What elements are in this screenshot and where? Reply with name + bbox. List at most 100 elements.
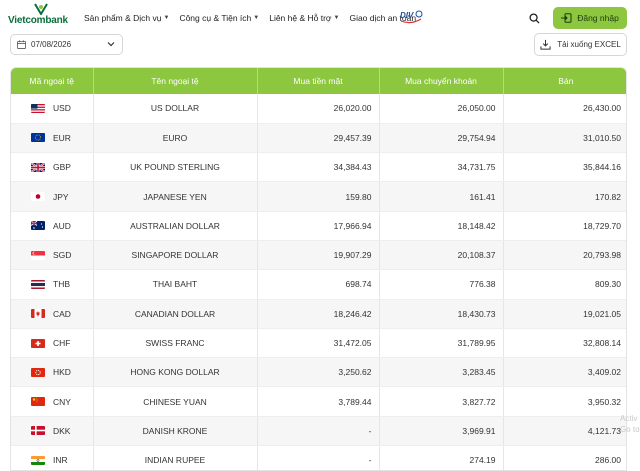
- cash-buy-cell: -: [257, 416, 380, 447]
- transfer-buy-cell: 29,754.94: [379, 123, 504, 154]
- sell-cell: 4,121.73: [503, 416, 626, 447]
- sell-cell: 286.00: [503, 445, 626, 470]
- currency-code-cell: THB: [11, 269, 94, 300]
- cash-buy-cell: 26,020.00: [257, 94, 380, 124]
- currency-name-cell: EURO: [93, 123, 258, 154]
- currency-name-cell: JAPANESE YEN: [93, 181, 258, 212]
- currency-code-cell: GBP: [11, 152, 94, 183]
- currency-name-cell: CHINESE YUAN: [93, 386, 258, 417]
- currency-code-wrapper: INR: [31, 455, 93, 465]
- currency-name-cell: CANADIAN DOLLAR: [93, 299, 258, 329]
- currency-name-cell: DANISH KRONE: [93, 416, 258, 447]
- main-nav: Sản phẩm & Dịch vụ ▼ Công cụ & Tiện ích …: [84, 13, 426, 23]
- currency-code: CHF: [53, 338, 71, 349]
- cash-buy-cell: -: [257, 445, 380, 470]
- transfer-buy-cell: 34,731.75: [379, 152, 504, 183]
- search-button[interactable]: [522, 7, 546, 29]
- sell-cell: 3,409.02: [503, 357, 626, 388]
- download-icon: [540, 39, 551, 50]
- transfer-buy-cell: 274.19: [379, 445, 504, 470]
- nav-item-safe-transaction[interactable]: Giao dịch an toàn: [349, 13, 416, 23]
- currency-code-cell: AUD: [11, 211, 94, 241]
- flag-sg-icon: [31, 250, 45, 260]
- nav-label: Công cụ & Tiện ích: [179, 13, 252, 23]
- sell-cell: 20,793.98: [503, 240, 626, 271]
- currency-name-cell: SINGAPORE DOLLAR: [93, 240, 258, 271]
- div-badge-icon[interactable]: DIV: [399, 9, 423, 25]
- flag-eu-icon: [31, 133, 45, 143]
- table-row: JPY JAPANESE YEN 159.80 161.41 170.82: [11, 181, 626, 212]
- currency-code-wrapper: AUD: [31, 221, 93, 231]
- sell-cell: 31,010.50: [503, 123, 626, 154]
- table-row: SGD SINGAPORE DOLLAR 19,907.29 20,108.37 20,…: [11, 240, 626, 271]
- currency-name-cell: US DOLLAR: [93, 94, 258, 124]
- chevron-down-icon: ▼: [253, 15, 260, 21]
- table-row: USD US DOLLAR 26,020.00 26,050.00 26,430.00: [11, 94, 626, 124]
- nav-item-contact[interactable]: Liên hệ & Hỗ trợ ▼: [269, 13, 339, 23]
- cash-buy-cell: 31,472.05: [257, 328, 380, 359]
- transfer-buy-cell: 3,827.72: [379, 386, 504, 417]
- currency-code-wrapper: THB: [31, 279, 93, 289]
- flag-cn-icon: [31, 397, 45, 407]
- transfer-buy-cell: 20,108.37: [379, 240, 504, 271]
- sell-cell: 3,950.32: [503, 386, 626, 417]
- column-header-code: Mã ngoại tệ: [11, 68, 94, 94]
- login-button[interactable]: Đăng nhập: [553, 7, 627, 29]
- currency-code-cell: HKD: [11, 357, 94, 388]
- table-row: EUR EURO 29,457.39 29,754.94 31,010.50: [11, 123, 626, 154]
- transfer-buy-cell: 31,789.95: [379, 328, 504, 359]
- currency-code-cell: JPY: [11, 181, 94, 212]
- currency-code-cell: EUR: [11, 123, 94, 154]
- currency-code-wrapper: JPY: [31, 192, 93, 202]
- sell-cell: 35,844.16: [503, 152, 626, 183]
- flag-jp-icon: [31, 192, 45, 202]
- currency-code: SGD: [53, 250, 72, 261]
- table-row: THB THAI BAHT 698.74 776.38 809.30: [11, 269, 626, 300]
- cash-buy-cell: 34,384.43: [257, 152, 380, 183]
- chevron-down-icon: [107, 42, 115, 47]
- activate-windows-watermark: Activ Go to: [620, 413, 640, 435]
- currency-name-cell: INDIAN RUPEE: [93, 445, 258, 470]
- watermark-line: Go to: [620, 425, 640, 434]
- currency-code-wrapper: USD: [31, 103, 93, 113]
- currency-name-cell: AUSTRALIAN DOLLAR: [93, 211, 258, 241]
- table-row: HKD HONG KONG DOLLAR 3,250.62 3,283.45 3,409…: [11, 357, 626, 388]
- currency-code: CAD: [53, 308, 71, 319]
- nav-item-products[interactable]: Sản phẩm & Dịch vụ ▼: [84, 13, 169, 23]
- sell-cell: 809.30: [503, 269, 626, 300]
- nav-item-tools[interactable]: Công cụ & Tiện ích ▼: [179, 13, 259, 23]
- transfer-buy-cell: 161.41: [379, 181, 504, 212]
- nav-label: Liên hệ & Hỗ trợ: [269, 13, 332, 23]
- currency-code-cell: USD: [11, 94, 94, 124]
- chevron-down-icon: ▼: [163, 15, 170, 21]
- currency-code: INR: [53, 455, 68, 466]
- table-row: CNY CHINESE YUAN 3,789.44 3,827.72 3,950.32: [11, 386, 626, 417]
- currency-code: EUR: [53, 132, 71, 143]
- column-header-name: Tên ngoại tệ: [93, 68, 258, 94]
- currency-code-cell: DKK: [11, 416, 94, 447]
- flag-th-icon: [31, 279, 45, 289]
- currency-code-wrapper: EUR: [31, 133, 93, 143]
- currency-code-wrapper: SGD: [31, 250, 93, 260]
- watermark-line: Activ: [620, 414, 638, 423]
- cash-buy-cell: 18,246.42: [257, 299, 380, 329]
- column-header-cash-buy: Mua tiền mặt: [257, 68, 380, 94]
- download-excel-button[interactable]: Tải xuống EXCEL: [534, 33, 627, 56]
- currency-code: USD: [53, 103, 71, 114]
- currency-code: DKK: [53, 425, 71, 436]
- vietcombank-logo[interactable]: Vietcombank: [8, 3, 70, 29]
- transfer-buy-cell: 18,430.73: [379, 299, 504, 329]
- login-label: Đăng nhập: [577, 13, 619, 23]
- table-row: CAD CANADIAN DOLLAR 18,246.42 18,430.73 19,0…: [11, 299, 626, 329]
- currency-code: JPY: [53, 191, 69, 202]
- exchange-rate-table: Mã ngoại tệ Tên ngoại tệ Mua tiền mặt Mu…: [10, 67, 627, 471]
- date-picker[interactable]: 07/08/2026: [10, 34, 123, 55]
- currency-code-cell: CHF: [11, 328, 94, 359]
- table-row: AUD AUSTRALIAN DOLLAR 17,966.94 18,148.42 18…: [11, 211, 626, 241]
- currency-code-wrapper: GBP: [31, 162, 93, 172]
- sell-cell: 32,808.14: [503, 328, 626, 359]
- nav-label: Giao dịch an toàn: [349, 13, 417, 23]
- flag-gb-icon: [31, 162, 45, 172]
- transfer-buy-cell: 3,969.91: [379, 416, 504, 447]
- flag-ca-icon: [31, 309, 45, 319]
